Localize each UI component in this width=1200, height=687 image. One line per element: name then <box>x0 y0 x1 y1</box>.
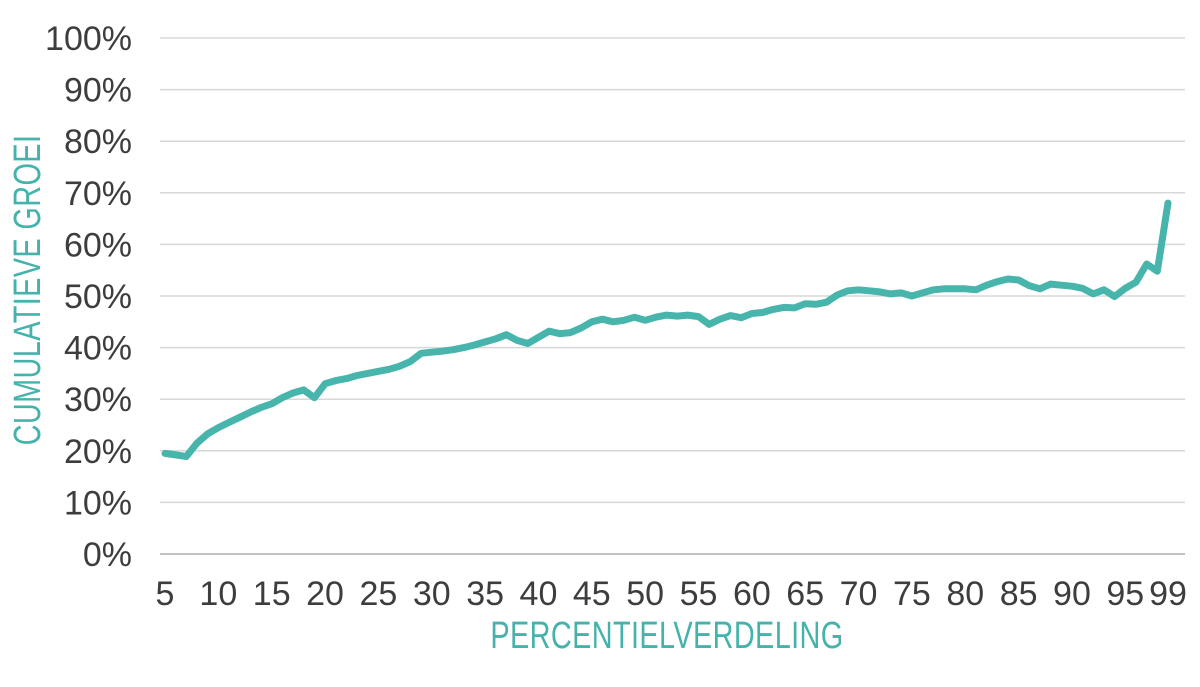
y-tick-label: 90% <box>64 72 132 110</box>
x-tick-label: 10 <box>199 575 237 613</box>
x-tick-label: 90 <box>1053 575 1091 613</box>
x-tick-label: 15 <box>253 575 291 613</box>
y-axis-title: CUMULATIEVE GROEI <box>6 135 49 446</box>
x-tick-label: 50 <box>626 575 664 613</box>
x-tick-label: 65 <box>786 575 824 613</box>
x-tick-label: 70 <box>840 575 878 613</box>
x-tick-label: 99 <box>1149 575 1187 613</box>
y-tick-label: 30% <box>64 381 132 419</box>
y-tick-label: 10% <box>64 484 132 522</box>
y-tick-label: 60% <box>64 226 132 264</box>
y-tick-label: 0% <box>83 536 132 574</box>
x-tick-label: 60 <box>733 575 771 613</box>
x-tick-label: 5 <box>156 575 175 613</box>
y-tick-label: 50% <box>64 278 132 316</box>
x-tick-label: 35 <box>466 575 504 613</box>
y-tick-label: 80% <box>64 123 132 161</box>
x-tick-label: 95 <box>1106 575 1144 613</box>
x-axis-title: PERCENTIELVERDELING <box>490 614 843 657</box>
y-tick-label: 40% <box>64 330 132 368</box>
x-tick-label: 75 <box>893 575 931 613</box>
x-tick-label: 45 <box>573 575 611 613</box>
x-tick-label: 80 <box>946 575 984 613</box>
x-tick-label: 85 <box>1000 575 1038 613</box>
x-axis-tick-labels: 5 10 15 20 25 30 35 40 45 50 55 60 65 70 75 80 85 90 95 99 <box>156 575 1187 613</box>
x-tick-label: 25 <box>359 575 397 613</box>
y-tick-label: 20% <box>64 433 132 471</box>
data-line-cumulatieve-groei <box>161 199 1172 460</box>
x-tick-label: 20 <box>306 575 344 613</box>
x-tick-label: 40 <box>520 575 558 613</box>
gridlines <box>160 37 1185 555</box>
x-tick-label: 55 <box>680 575 718 613</box>
y-tick-label: 70% <box>64 175 132 213</box>
y-axis-tick-labels: 0% 10% 20% 30% 40% 50% 60% 70% 80% 90% 100% <box>45 20 132 574</box>
x-tick-label: 30 <box>413 575 451 613</box>
y-tick-label: 100% <box>45 20 132 58</box>
